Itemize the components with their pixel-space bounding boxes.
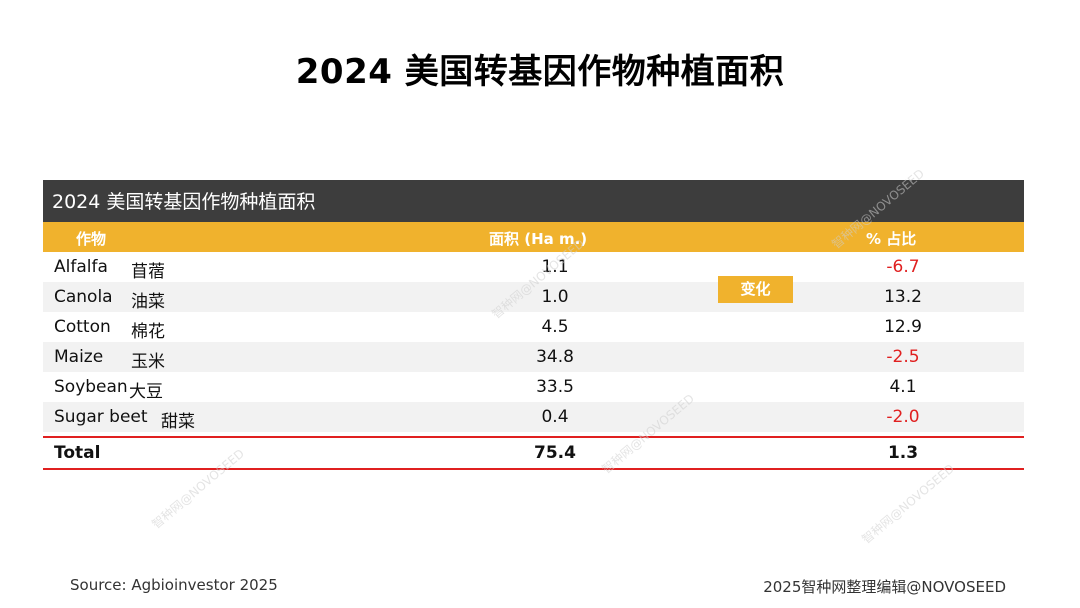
crop-name-cn: 甜菜 [161,412,195,432]
total-area-value: 75.4 [534,443,576,463]
crop-name-cn: 苜蓿 [131,262,165,282]
crop-area-value: 0.4 [541,407,569,427]
crop-name-en: Soybean [54,377,128,397]
crop-pct-value: 4.1 [889,377,917,397]
footer-credit: 2025智种网整理编辑@NOVOSEED [763,578,1006,596]
header-area: 面积 (Ha m.) [489,230,588,248]
crop-name-cn: 大豆 [129,382,163,402]
crop-pct-value: -6.7 [886,257,920,277]
table-caption: 2024 美国转基因作物种植面积 [43,180,1024,222]
crop-area-value: 1.0 [541,287,569,307]
header-pct: % 占比 [866,230,917,248]
crop-pct-value: -2.5 [886,347,920,367]
footer-source: Source: Agbioinvestor 2025 [70,576,278,594]
total-row: Total 75.4 1.3 [43,436,1024,470]
crop-area-value: 4.5 [541,317,569,337]
table-row: Soybean 大豆 33.5 4.1 [43,372,1024,402]
crop-name-cn: 玉米 [131,352,165,372]
crop-name-en: Cotton [54,317,111,337]
table-row: Cotton 棉花 4.5 12.9 [43,312,1024,342]
crop-area-value: 1.1 [541,257,569,277]
table-header-row: 作物 面积 (Ha m.) % 占比 [43,222,1024,252]
total-label: Total [54,443,101,463]
page-title: 2024 美国转基因作物种植面积 [295,52,785,92]
crop-area-table: 2024 美国转基因作物种植面积 作物 面积 (Ha m.) % 占比 Alfa… [43,180,1024,470]
change-badge: 变化 [718,276,793,303]
crop-area-value: 33.5 [536,377,574,397]
watermark: 智种网@NOVOSEED [859,461,957,547]
crop-name-en: Maize [54,347,104,367]
crop-pct-value: -2.0 [886,407,920,427]
crop-pct-value: 13.2 [884,287,922,307]
crop-name-cn: 棉花 [131,322,165,342]
table-row: Canola 油菜 1.0 13.2 [43,282,1024,312]
crop-name-cn: 油菜 [131,292,165,312]
header-crop: 作物 [76,230,107,248]
table-row: Sugar beet 甜菜 0.4 -2.0 [43,402,1024,432]
crop-name-en: Sugar beet [54,407,148,427]
table-row: Alfalfa 苜蓿 1.1 -6.7 [43,252,1024,282]
total-pct-value: 1.3 [887,443,919,463]
crop-area-value: 34.8 [536,347,574,367]
crop-name-en: Canola [54,287,113,307]
table-row: Maize 玉米 34.8 -2.5 [43,342,1024,372]
crop-pct-value: 12.9 [884,317,922,337]
crop-name-en: Alfalfa [54,257,108,277]
